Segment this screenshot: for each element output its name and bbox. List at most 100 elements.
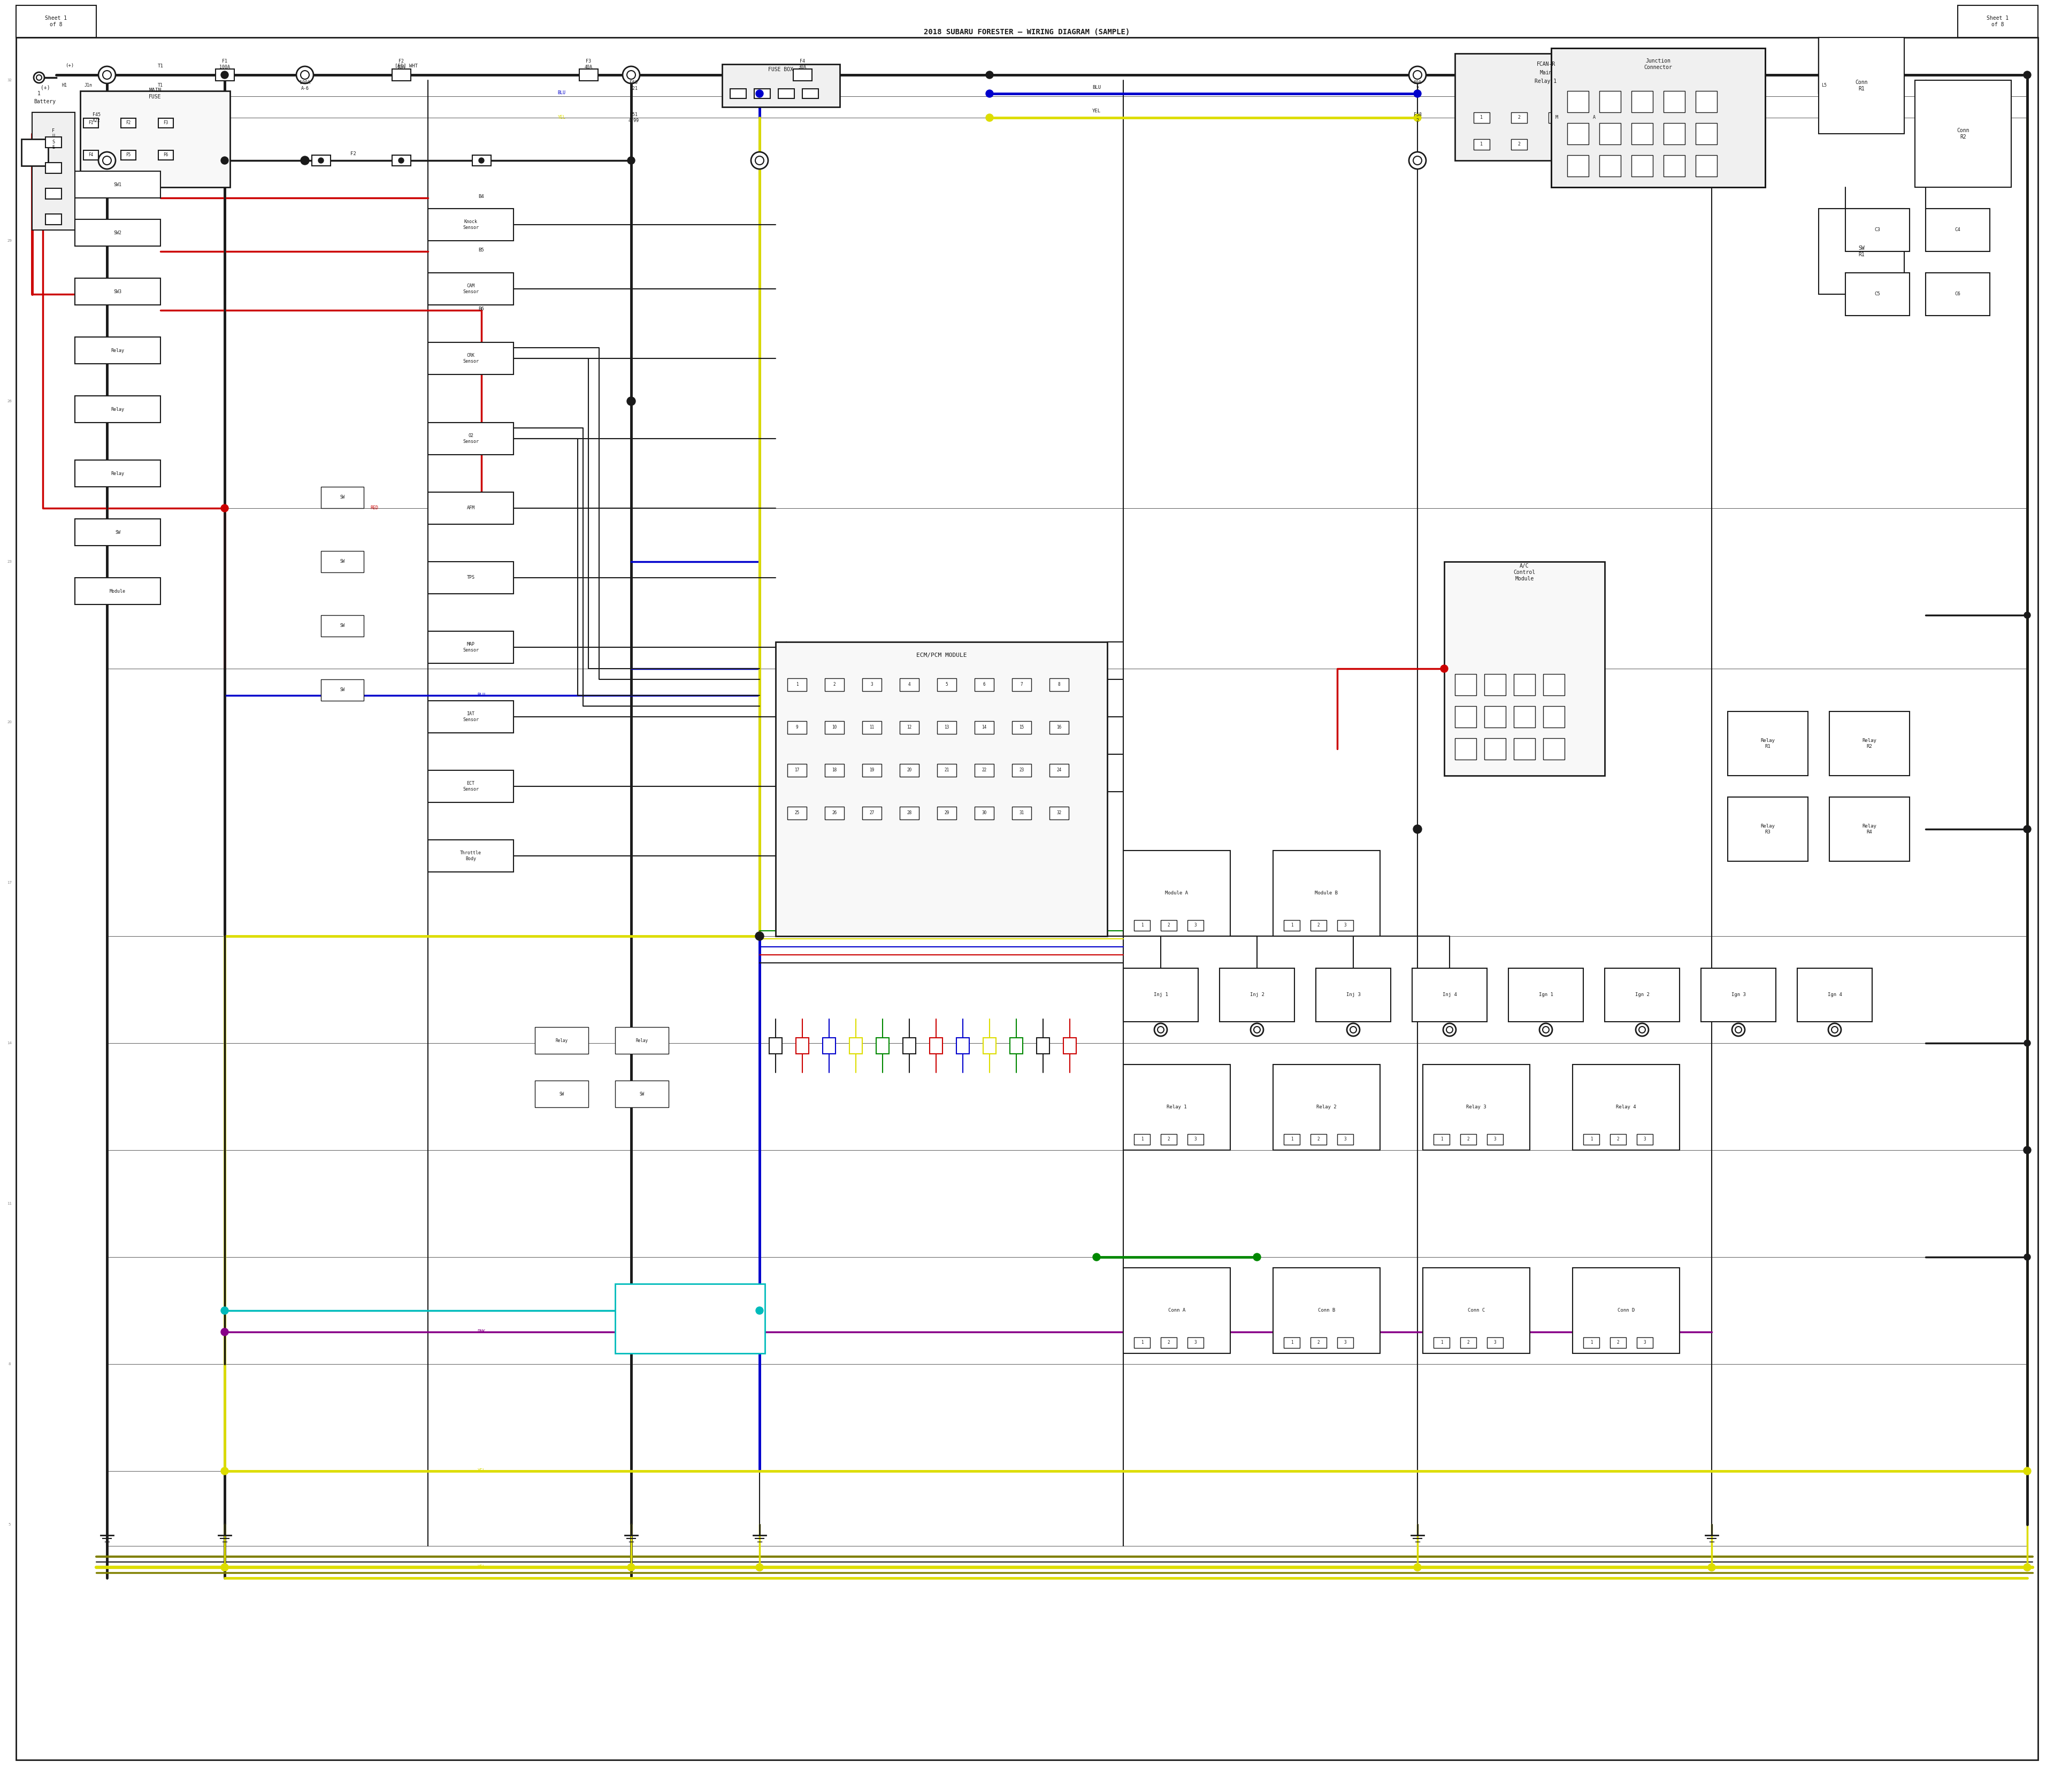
Bar [1697, 156, 1717, 177]
Text: YEL: YEL [477, 1469, 485, 1473]
Text: 11: 11 [8, 1202, 12, 1206]
Bar [1013, 806, 1031, 819]
Bar [1701, 968, 1777, 1021]
Text: Junction
Connector: Junction Connector [1643, 59, 1672, 70]
Text: SW2: SW2 [113, 231, 121, 235]
Circle shape [626, 70, 635, 79]
Text: 5: 5 [945, 683, 949, 686]
Text: 3: 3 [1193, 1340, 1197, 1346]
Text: Relay
R1: Relay R1 [1760, 738, 1775, 749]
Text: F3
40A: F3 40A [585, 59, 592, 70]
Text: T1: T1 [158, 63, 164, 68]
Text: Module A: Module A [1165, 891, 1189, 896]
Text: 3: 3 [871, 683, 873, 686]
Bar [900, 806, 918, 819]
Circle shape [756, 1564, 764, 1572]
Bar [1310, 1134, 1327, 1145]
Bar [1927, 208, 1990, 251]
Text: 17: 17 [8, 882, 12, 883]
Text: H1: H1 [62, 82, 68, 88]
Bar [1473, 113, 1489, 124]
Text: Inj 2: Inj 2 [1249, 993, 1263, 998]
Circle shape [986, 115, 994, 122]
Text: 6: 6 [984, 683, 986, 686]
Bar [1830, 711, 1910, 776]
Text: Relay: Relay [111, 407, 125, 412]
Bar [754, 90, 770, 99]
Bar [427, 423, 514, 455]
Circle shape [296, 66, 314, 84]
Circle shape [2023, 1147, 2031, 1154]
Text: 8: 8 [8, 1362, 10, 1366]
Bar [614, 1081, 670, 1107]
Bar [1727, 711, 1808, 776]
Text: Relay: Relay [111, 471, 125, 477]
Text: F
U
S
E: F U S E [51, 129, 55, 151]
Bar [320, 550, 364, 572]
Bar [1637, 1134, 1653, 1145]
Text: 3: 3 [1643, 1340, 1645, 1346]
Text: F2
60A: F2 60A [396, 59, 405, 70]
Text: 60A
2: 60A 2 [1413, 81, 1421, 91]
Text: Sheet 1
of 8: Sheet 1 of 8 [1986, 16, 2009, 27]
Bar [1487, 1337, 1504, 1348]
Text: 2: 2 [1467, 1340, 1469, 1346]
Circle shape [222, 1328, 228, 1335]
Bar [1664, 156, 1684, 177]
Text: (+): (+) [66, 63, 74, 68]
Bar [826, 806, 844, 819]
Text: SW: SW [339, 559, 345, 564]
Circle shape [1413, 824, 1421, 833]
Text: SW
R1: SW R1 [1859, 246, 1865, 258]
Bar [1567, 124, 1588, 145]
Text: Conn A: Conn A [1169, 1308, 1185, 1314]
Bar [1485, 706, 1506, 728]
Bar [826, 679, 844, 692]
Bar [427, 701, 514, 733]
Bar [1514, 738, 1534, 760]
Text: Sheet 1
of 8: Sheet 1 of 8 [45, 16, 68, 27]
Bar [863, 679, 881, 692]
Bar [930, 1038, 943, 1054]
Bar [1284, 919, 1300, 930]
Text: 2: 2 [1167, 1340, 1171, 1346]
Text: 1: 1 [1290, 1136, 1294, 1142]
Bar [1512, 140, 1526, 151]
Text: 14: 14 [8, 1041, 12, 1045]
Bar [33, 113, 74, 229]
Circle shape [222, 1468, 228, 1475]
Bar [158, 151, 173, 159]
Circle shape [1251, 1023, 1263, 1036]
Bar [1284, 1337, 1300, 1348]
Text: Relay: Relay [111, 348, 125, 353]
Text: 11: 11 [869, 726, 875, 729]
Bar [614, 1027, 670, 1054]
Circle shape [300, 70, 310, 79]
Circle shape [300, 156, 310, 165]
Bar [1610, 1134, 1627, 1145]
Bar [579, 70, 598, 81]
Text: YEL: YEL [477, 1564, 485, 1570]
Text: 1: 1 [1140, 1340, 1144, 1346]
Text: Relay: Relay [555, 1038, 567, 1043]
Bar [1584, 1337, 1600, 1348]
Circle shape [103, 72, 111, 79]
Bar [1727, 797, 1808, 862]
Circle shape [626, 72, 635, 79]
Text: C4: C4 [1955, 228, 1962, 233]
Text: A/C
Control
Module: A/C Control Module [1514, 563, 1536, 581]
Text: Ign 2: Ign 2 [1635, 993, 1649, 998]
Text: 26: 26 [8, 400, 12, 403]
Bar [1957, 5, 2038, 38]
Text: 1: 1 [37, 91, 41, 97]
Bar [768, 1038, 783, 1054]
Circle shape [222, 1564, 228, 1572]
Text: 9: 9 [795, 726, 799, 729]
Text: 30: 30 [982, 810, 986, 815]
Text: 2: 2 [1518, 142, 1520, 147]
Circle shape [626, 1564, 635, 1572]
Text: 2: 2 [1616, 1340, 1619, 1346]
Circle shape [2023, 611, 2031, 618]
Circle shape [2023, 826, 2031, 833]
Bar [427, 208, 514, 240]
